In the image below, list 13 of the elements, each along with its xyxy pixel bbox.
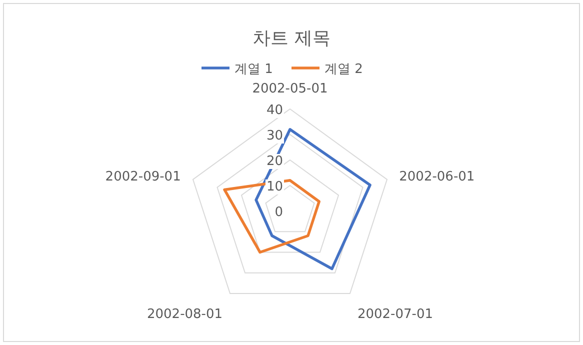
y-tick-label: 10 bbox=[266, 180, 283, 194]
spoke-label: 2002-06-01 bbox=[399, 170, 475, 185]
chart-title: 차트 제목 bbox=[252, 28, 330, 49]
legend-label: 계열 2 bbox=[324, 62, 363, 77]
y-tick-label: 40 bbox=[266, 103, 283, 118]
y-tick-label: 20 bbox=[266, 154, 283, 169]
spoke-label: 2002-07-01 bbox=[357, 306, 434, 322]
spoke-label: 2002-08-01 bbox=[146, 306, 223, 322]
spoke-label: 2002-09-01 bbox=[105, 170, 181, 185]
y-tick-label: 30 bbox=[266, 128, 283, 144]
legend-label: 계열 1 bbox=[234, 62, 273, 77]
y-tick-label: 0 bbox=[274, 205, 283, 220]
spoke-label: 2002-05-01 bbox=[252, 81, 328, 96]
